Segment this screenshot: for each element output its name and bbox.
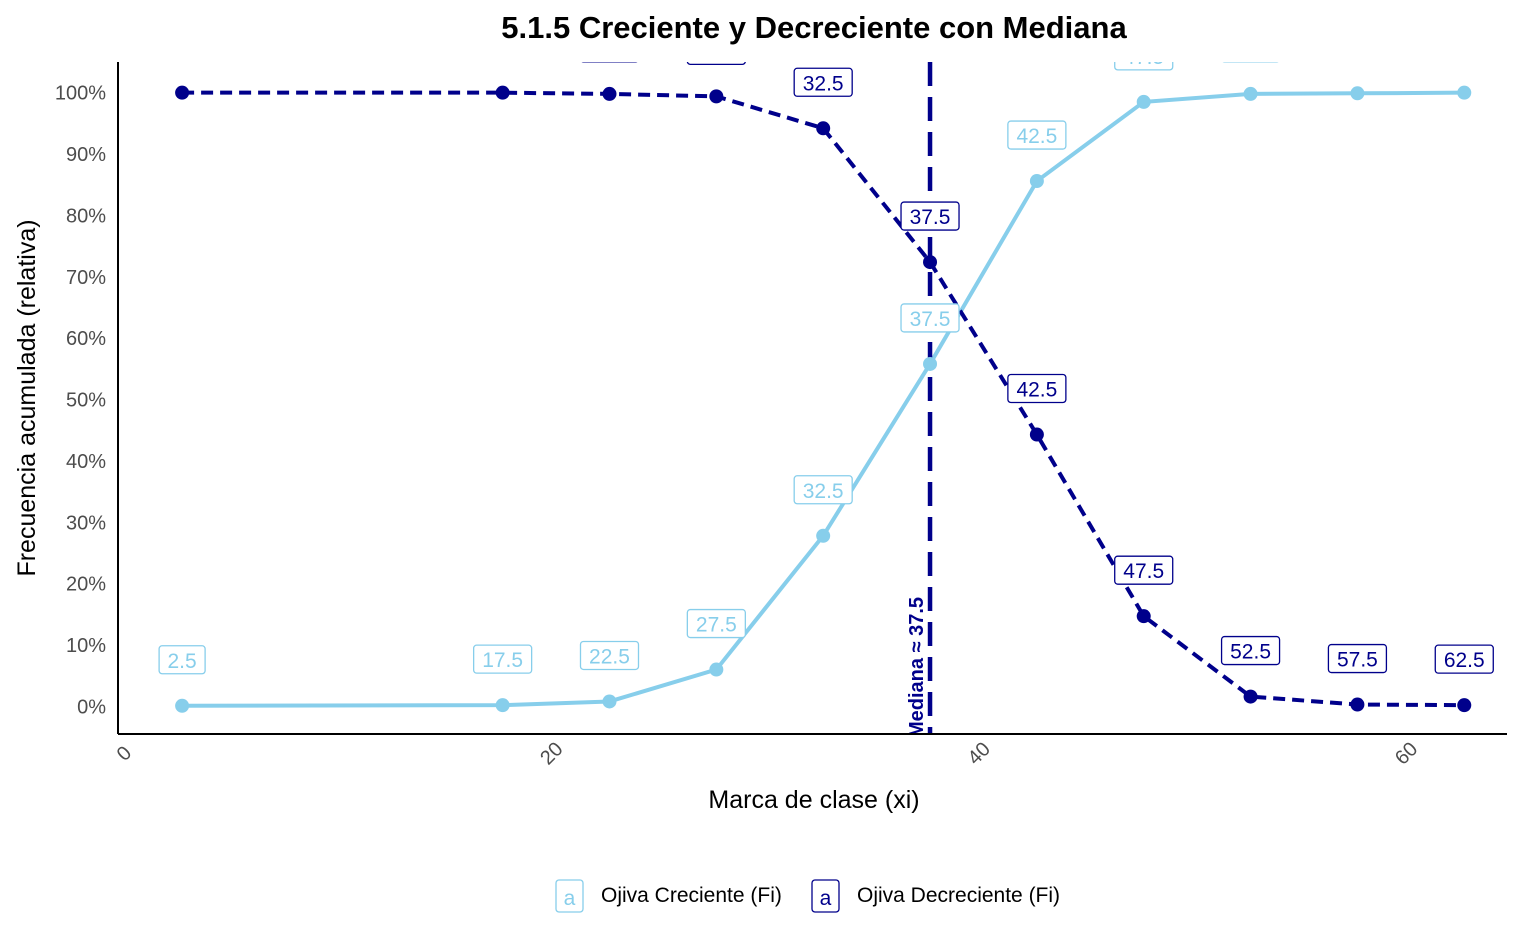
x-axis-title: Marca de clase (xi) [708,786,919,814]
x-tick-label: 20 [536,738,567,769]
data-point [816,528,831,543]
y-tick-label: 100% [55,83,106,105]
y-tick-label: 80% [66,205,106,227]
point-label: 27.5 [696,40,737,63]
data-point [816,121,831,136]
data-point [1350,86,1365,101]
data-point [1243,689,1258,704]
median-label: Mediana ≈ 37.5 [906,597,928,738]
y-tick-label: 60% [66,328,106,350]
point-label-box [686,608,746,639]
data-point [709,89,724,104]
point-label: 52.5 [1230,38,1271,61]
point-label: 42.5 [1016,379,1057,402]
data-point [1136,609,1151,624]
point-label: 47.5 [1123,46,1164,69]
point-label-box [159,33,205,61]
point-label: 32.5 [803,480,844,503]
x-tick-label: 40 [964,738,995,769]
point-label: 32.5 [803,72,844,95]
point-label: 2.5 [168,37,197,60]
y-tick-label: 10% [66,635,106,657]
y-tick-label: 40% [66,451,106,473]
point-label: 37.5 [910,308,951,331]
legend-label: Ojiva Decreciente (Fi) [857,884,1060,907]
axes: 0% 10% 20% 30% 40% 50% 60% 70% 80% 90% 100% 0 20 40 60 [55,62,1507,769]
point-label-box [900,303,960,333]
x-tick-label: 60 [1391,738,1422,769]
data-point [175,85,190,100]
legend: a Ojiva Creciente (Fi) a Ojiva Decreciente … [555,879,1060,913]
data-point [709,662,724,677]
point-label-box [472,644,533,674]
point-label-box [900,201,960,231]
y-tick-label: 30% [66,512,106,534]
data-point [495,85,510,100]
y-axis-title: Frecuencia acumulada (relativa) [13,219,41,576]
point-label-box [686,62,746,66]
y-tick-label: 90% [66,144,106,166]
series-line-decreciente [182,90,1465,708]
plot-area: Mediana ≈ 37.5 2.5 17.5 22.5 27.5 32.5 37.5 42.… [158,33,1494,738]
point-label: 62.5 [1444,649,1485,672]
point-label-box [1327,643,1388,674]
legend-key [555,879,584,913]
point-label: 42.5 [1016,125,1057,148]
data-point [1136,94,1151,109]
chart-title: 5.1.5 Creciente y Decreciente con Median… [501,10,1127,45]
point-label-box [1114,555,1174,585]
data-point [495,698,510,713]
point-label: 57.5 [1337,37,1378,60]
data-point [1457,85,1472,100]
point-label: 2.5 [168,650,197,673]
data-point [923,255,938,270]
point-label: 47.5 [1123,560,1164,583]
data-point [923,356,938,371]
data-point [1243,86,1258,101]
data-point [1029,174,1044,189]
point-label: 52.5 [1230,641,1271,664]
series-line-creciente [182,90,1465,708]
legend-key-glyph: a [820,887,832,910]
x-tick-label: 0 [113,742,136,765]
y-tick-label: 20% [66,574,106,596]
point-label: 27.5 [696,614,737,637]
point-label-box [158,645,206,675]
y-tick-label: 50% [66,390,106,412]
point-label-box [1222,62,1279,63]
point-label: 37.5 [910,206,951,229]
y-tick-label: 0% [77,696,106,718]
y-tick-label: 70% [66,267,106,289]
data-point [602,694,617,709]
point-label-box [1328,33,1386,61]
point-label: 62.5 [1444,37,1485,60]
data-point [1029,427,1044,442]
point-label-box [1007,373,1067,404]
point-label-box [793,475,853,505]
point-label: 57.5 [1337,649,1378,672]
point-label-box [1435,33,1493,61]
point-label: 17.5 [482,649,523,672]
point-label-box [1220,635,1281,666]
point-label-box [1434,644,1494,674]
data-point [1350,697,1365,712]
legend-key [811,879,840,913]
point-label-box [1114,62,1174,71]
point-label: 22.5 [589,645,630,668]
data-point [602,86,617,101]
point-label-box [793,67,853,97]
point-label-box [579,640,640,671]
data-point [175,698,190,713]
data-point [1457,698,1472,713]
legend-label: Ojiva Creciente (Fi) [601,884,782,907]
point-label-box [1007,120,1067,150]
legend-key-glyph: a [564,887,576,910]
